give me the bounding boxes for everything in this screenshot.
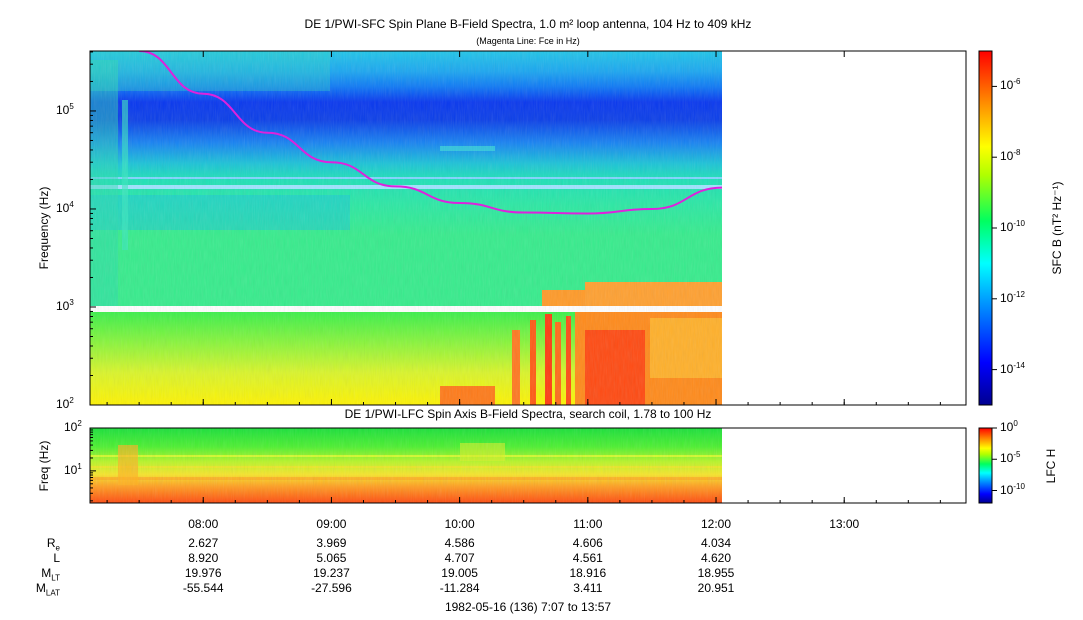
sfc-cb-label-1-base: 10 [1000, 149, 1014, 164]
top-ytick-label-3-base: 10 [56, 102, 70, 117]
xtick-label-3: 11:00 [573, 517, 603, 531]
bot-ytick-label-0-exp: 2 [77, 419, 82, 428]
sfc-cb-label-2: 10-10 [1000, 219, 1025, 234]
sfc-colorbar-label: SFC B (nT² Hz⁻¹) [1050, 181, 1064, 275]
ephem-value: 5.065 [316, 551, 347, 565]
ephem-value: -11.284 [439, 581, 480, 595]
ephem-value: 18.955 [697, 566, 735, 580]
ephem-value: 19.005 [441, 566, 478, 580]
bottom-panel-title: DE 1/PWI-LFC Spin Axis B-Field Spectra, … [344, 407, 712, 421]
lfc-cb-label-0-exp: 0 [1013, 419, 1018, 428]
lfc-cb-label-1: 10-5 [1000, 450, 1020, 465]
top-ytick-label-0: 102 [56, 396, 74, 411]
bot-ytick-label-1-exp: 1 [77, 461, 82, 471]
sfc-cb-label-4-exp: -14 [1013, 360, 1025, 370]
top-ytick-label-3-exp: 5 [69, 101, 74, 111]
ephem-label-1: L [53, 551, 60, 565]
sfc-cb-label-3-base: 10 [1000, 290, 1014, 305]
xtick-label-2: 10:00 [444, 517, 475, 531]
sfc-spectrogram [90, 51, 722, 405]
sfc-cb-label-4: 10-14 [1000, 361, 1025, 376]
lfc-cb-label-0-base: 10 [1000, 420, 1014, 434]
top-ytick-label-2: 104 [56, 200, 74, 215]
lfc-cb-label-1-base: 10 [1000, 451, 1014, 466]
sfc-cb-label-0-exp: -6 [1013, 77, 1021, 87]
lfc-colorbar-label: LFC H [1044, 448, 1058, 484]
ephem-value: 19.237 [313, 566, 350, 580]
lfc-cb-label-2-exp: -10 [1013, 481, 1025, 491]
bottom-panel-frame [89, 427, 967, 504]
ephem-label-0: Re [46, 536, 60, 553]
lfc-cb-label-0: 100 [1000, 419, 1018, 434]
ephem-value: 20.951 [697, 581, 735, 595]
bot-ytick-label-0: 102 [64, 419, 82, 434]
ephem-value: 2.627 [188, 536, 219, 550]
top-ytick-label-0-exp: 2 [69, 396, 74, 405]
top-ytick-label-1: 103 [56, 298, 74, 313]
top-ytick-label-2-exp: 4 [69, 199, 74, 209]
sfc-cb-label-2-base: 10 [1000, 220, 1014, 234]
xtick-label-1: 09:00 [316, 517, 347, 531]
top-panel-subtitle: (Magenta Line: Fce in Hz) [476, 36, 580, 46]
top-panel-frame [89, 50, 967, 406]
ephem-value: 4.707 [444, 551, 475, 565]
ephem-label-3: MLAT [35, 581, 60, 598]
sfc-cb-label-4-base: 10 [1000, 361, 1014, 376]
ephem-value: 19.976 [184, 566, 222, 580]
top-panel-title: DE 1/PWI-SFC Spin Plane B-Field Spectra,… [304, 17, 752, 31]
sfc-cb-label-1: 10-8 [1000, 148, 1020, 163]
xtick-label-5: 13:00 [829, 517, 860, 531]
top-ytick-label-0-base: 10 [56, 397, 70, 411]
ephem-value: -27.596 [311, 581, 352, 595]
lfc-spectrogram [90, 428, 722, 503]
top-ytick-label-1-exp: 3 [69, 297, 74, 307]
sfc-cb-label-3-exp: -12 [1013, 289, 1025, 299]
top-ytick-label-3: 105 [56, 102, 74, 117]
xtick-label-4: 12:00 [701, 517, 732, 531]
ephem-value: 4.620 [701, 551, 732, 565]
sfc-cb-label-1-exp: -8 [1013, 148, 1021, 158]
ephem-value: 3.411 [573, 581, 603, 595]
fce-line [139, 51, 722, 215]
ephem-value: 4.586 [444, 536, 475, 550]
ephem-value: 8.920 [188, 551, 219, 565]
ephem-value: 18.916 [569, 566, 607, 580]
time-range-footer: 1982-05-16 (136) 7:07 to 13:57 [444, 600, 612, 614]
lfc-cb-label-2: 10-10 [1000, 482, 1025, 497]
axis-ticks [90, 51, 997, 503]
ephem-label-2: MLT [41, 566, 60, 583]
lfc-colorbar [978, 427, 993, 504]
sfc-cb-label-2-exp: -10 [1013, 219, 1025, 228]
sfc-cb-label-0: 10-6 [1000, 77, 1020, 92]
bot-ytick-label-1-base: 10 [64, 462, 78, 477]
xtick-label-0: 08:00 [188, 517, 219, 531]
bot-ytick-label-1: 101 [64, 462, 82, 477]
bot-ytick-label-0-base: 10 [64, 420, 78, 434]
sfc-colorbar [978, 50, 993, 406]
sfc-cb-label-3: 10-12 [1000, 290, 1025, 305]
ephem-value: 4.561 [572, 551, 603, 565]
top-ytick-label-1-base: 10 [56, 298, 70, 313]
ephem-value: 4.606 [572, 536, 603, 550]
ephem-value: -55.544 [182, 581, 224, 595]
ephem-value: 3.969 [316, 536, 347, 550]
top-ytick-label-2-base: 10 [56, 200, 70, 215]
sfc-cb-label-0-base: 10 [1000, 78, 1014, 93]
lfc-cb-label-2-base: 10 [1000, 482, 1014, 497]
ephem-value: 4.034 [701, 536, 732, 550]
lfc-cb-label-1-exp: -5 [1013, 450, 1021, 460]
